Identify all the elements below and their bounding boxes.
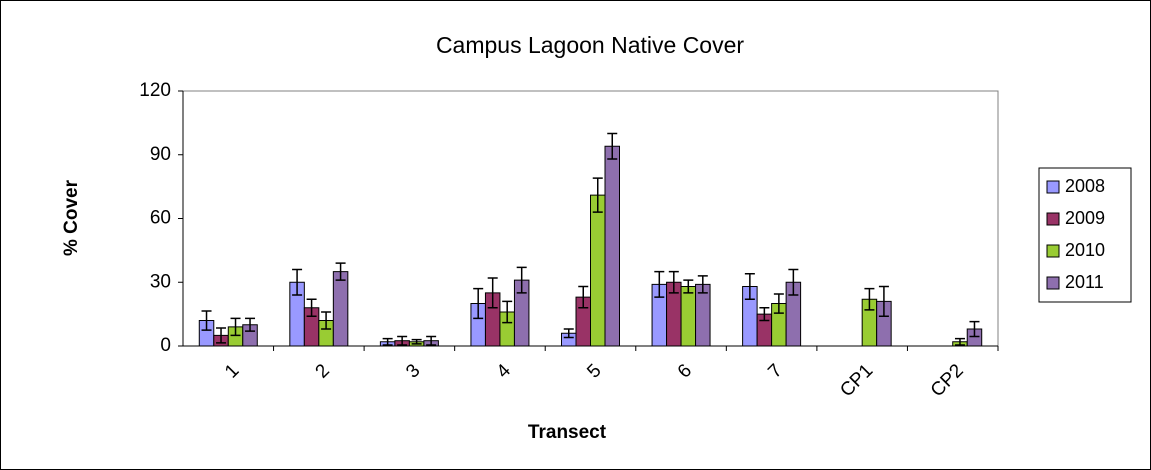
- legend-label: 2011: [1065, 272, 1104, 292]
- legend-swatch: [1046, 276, 1060, 290]
- y-tick-label: 0: [160, 335, 171, 356]
- bar: [332, 271, 349, 347]
- error-bar: [411, 338, 422, 345]
- error-bar: [744, 273, 755, 300]
- error-bar: [773, 293, 784, 314]
- error-bar: [668, 270, 679, 294]
- bar: [680, 286, 697, 347]
- error-bar: [216, 327, 227, 344]
- legend-label: 2010: [1065, 240, 1105, 260]
- error-bar: [382, 337, 393, 346]
- legend-swatch: [1046, 212, 1060, 226]
- legend-swatch: [1046, 244, 1060, 258]
- error-bar: [878, 285, 889, 317]
- error-bar: [578, 285, 589, 309]
- error-bar: [563, 328, 574, 339]
- bar: [604, 145, 620, 347]
- y-tick-label: 90: [150, 144, 171, 165]
- y-axis-label: % Cover: [61, 179, 82, 256]
- error-bar: [321, 311, 332, 330]
- chart-title: Campus Lagoon Native Cover: [436, 32, 744, 58]
- y-tick-label: 60: [150, 208, 171, 229]
- error-bar: [788, 268, 799, 296]
- error-bar: [397, 335, 408, 346]
- error-bar: [245, 317, 256, 332]
- error-bar: [516, 266, 527, 294]
- error-bar: [292, 268, 303, 296]
- error-bar: [473, 287, 484, 320]
- bar: [590, 194, 606, 347]
- error-bar: [969, 320, 980, 338]
- error-bar: [864, 287, 875, 311]
- error-bar: [607, 132, 618, 160]
- error-bar: [683, 279, 694, 294]
- error-bar: [592, 177, 603, 213]
- error-bar: [759, 307, 770, 322]
- x-axis-label: Transect: [528, 422, 607, 443]
- y-tick-label: 30: [150, 271, 171, 292]
- error-bar: [697, 275, 708, 294]
- error-bar: [487, 277, 498, 309]
- error-bar: [954, 337, 965, 346]
- error-bar: [306, 298, 317, 317]
- error-bar: [201, 310, 212, 331]
- y-tick-label: 120: [139, 80, 171, 101]
- legend-swatch: [1046, 180, 1060, 194]
- legend-label: 2009: [1065, 208, 1105, 228]
- error-bar: [654, 270, 665, 298]
- error-bar: [230, 317, 241, 337]
- legend-label: 2008: [1065, 176, 1105, 196]
- error-bar: [502, 300, 513, 324]
- error-bar: [335, 262, 346, 281]
- error-bar: [426, 335, 437, 346]
